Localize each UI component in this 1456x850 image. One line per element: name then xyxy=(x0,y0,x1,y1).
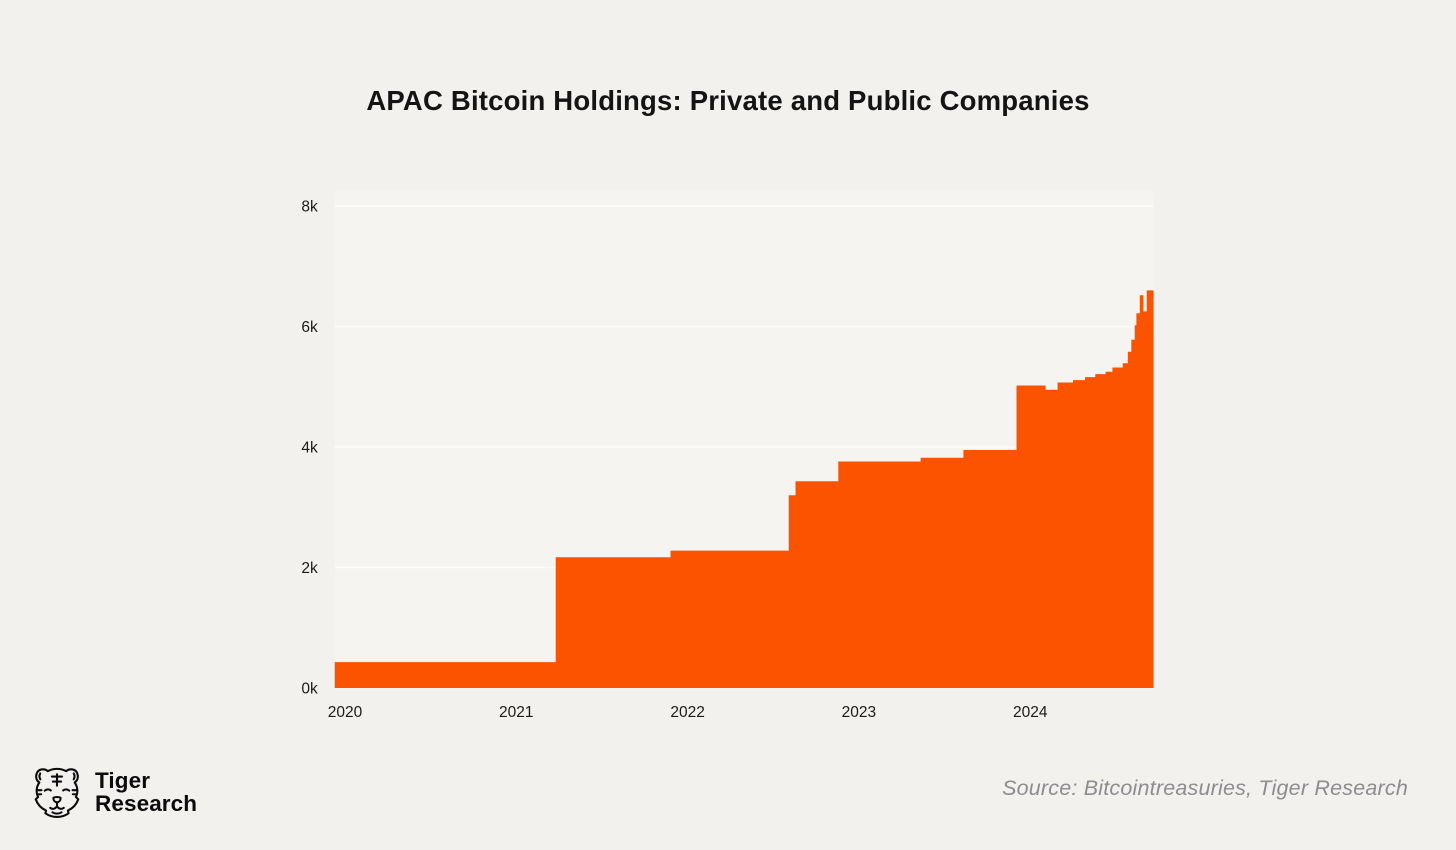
source-attribution: Source: Bitcointreasuries, Tiger Researc… xyxy=(1002,776,1408,800)
x-tick-label-2021: 2021 xyxy=(499,704,533,721)
y-tick-label-2k: 2k xyxy=(301,560,318,577)
brand-line-2: Research xyxy=(95,791,198,816)
x-tick-label-2024: 2024 xyxy=(1013,704,1048,721)
bitcoin-holdings-chart: 0k 2k 4k 6k 8k 2020 2021 2022 2023 2024 xyxy=(301,198,1154,721)
x-tick-label-2023: 2023 xyxy=(842,704,876,721)
tiger-face-icon xyxy=(34,767,80,818)
y-tick-label-0k: 0k xyxy=(301,681,318,698)
chart-canvas: 0k 2k 4k 6k 8k 2020 2021 2022 2023 2024 xyxy=(301,198,1154,721)
y-tick-label-6k: 6k xyxy=(301,319,318,336)
y-tick-label-8k: 8k xyxy=(301,199,318,216)
brand-line-1: Tiger xyxy=(95,767,151,793)
x-tick-label-2020: 2020 xyxy=(328,704,363,721)
y-tick-label-4k: 4k xyxy=(301,440,318,457)
x-tick-label-2022: 2022 xyxy=(670,704,704,721)
tiger-research-logo: Tiger Research xyxy=(28,763,197,821)
holdings-area-series xyxy=(334,290,1154,688)
brand-wordmark: Tiger Research xyxy=(95,767,198,816)
chart-title: APAC Bitcoin Holdings: Private and Publi… xyxy=(366,85,1090,116)
